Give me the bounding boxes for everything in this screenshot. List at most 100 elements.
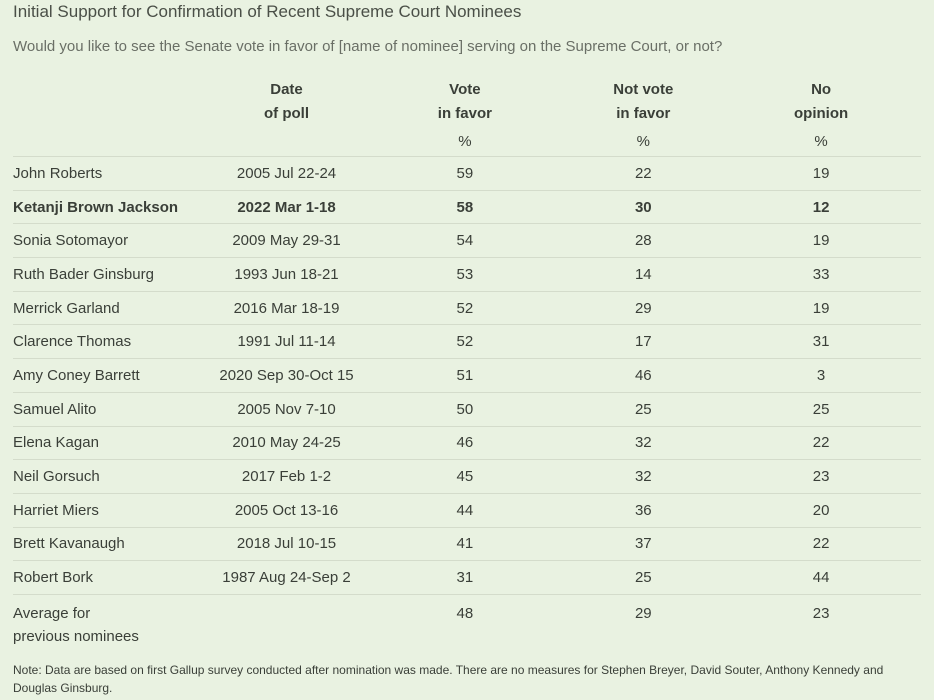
poll-date: 2010 May 24-25 <box>208 425 365 460</box>
header-vote-line1: Vote <box>449 81 481 98</box>
poll-date: 1991 Jul 11-14 <box>208 324 365 359</box>
nominee-name: Amy Coney Barrett <box>13 358 209 393</box>
pct-not: % <box>636 132 650 150</box>
footnote: Note: Data are based on first Gallup sur… <box>13 663 884 695</box>
table-row-highlighted: Ketanji Brown Jackson 2022 Mar 1-18 58 3… <box>13 189 921 224</box>
header-name <box>13 72 209 126</box>
nominee-name: John Roberts <box>13 156 209 191</box>
no-opinion: 19 <box>721 156 921 191</box>
pct-blank-name <box>13 126 209 157</box>
average-vote-in-favor: 48 <box>364 593 566 650</box>
no-opinion: 20 <box>721 492 921 528</box>
table-row: Ruth Bader Ginsburg 1993 Jun 18-21 53 14… <box>13 257 921 292</box>
nominee-support-table: Date of poll Vote in favor Not vote in f… <box>13 72 921 650</box>
header-not-line2: in favor <box>616 105 671 122</box>
not-vote-in-favor: 28 <box>565 223 722 258</box>
nominee-name: Brett Kavanaugh <box>13 526 209 561</box>
no-opinion: 3 <box>721 358 921 393</box>
no-opinion: 12 <box>721 189 921 224</box>
table-row: Amy Coney Barrett 2020 Sep 30-Oct 15 51 … <box>13 358 921 393</box>
not-vote-in-favor: 29 <box>565 290 722 325</box>
poll-date: 2005 Oct 13-16 <box>208 492 365 528</box>
table-row: Neil Gorsuch 2017 Feb 1-2 45 32 23 <box>13 459 921 494</box>
not-vote-in-favor: 32 <box>565 459 722 494</box>
no-opinion: 31 <box>721 324 921 359</box>
poll-date: 2009 May 29-31 <box>208 223 365 258</box>
no-opinion: 33 <box>721 257 921 292</box>
poll-date: 2018 Jul 10-15 <box>208 526 365 561</box>
percent-row: % % % <box>13 126 921 157</box>
nominee-name: Clarence Thomas <box>13 324 209 359</box>
not-vote-in-favor: 37 <box>565 526 722 561</box>
average-no-opinion: 23 <box>721 593 921 650</box>
poll-date: 2022 Mar 1-18 <box>208 189 365 224</box>
not-vote-in-favor: 25 <box>565 391 722 426</box>
vote-in-favor: 45 <box>364 459 566 494</box>
table-title: Initial Support for Confirmation of Rece… <box>13 2 522 21</box>
vote-in-favor: 51 <box>364 358 566 393</box>
not-vote-in-favor: 36 <box>565 492 722 528</box>
table-row: Clarence Thomas 1991 Jul 11-14 52 17 31 <box>13 324 921 359</box>
no-opinion: 25 <box>721 391 921 426</box>
pct-vote: % <box>458 132 472 150</box>
table-row: Merrick Garland 2016 Mar 18-19 52 29 19 <box>13 290 921 325</box>
vote-in-favor: 58 <box>364 189 566 224</box>
table-row: Samuel Alito 2005 Nov 7-10 50 25 25 <box>13 391 921 426</box>
not-vote-in-favor: 17 <box>565 324 722 359</box>
header-vote-line2: in favor <box>437 105 492 122</box>
nominee-name: Merrick Garland <box>13 290 209 325</box>
table-row: John Roberts 2005 Jul 22-24 59 22 19 <box>13 156 921 191</box>
no-opinion: 19 <box>721 290 921 325</box>
not-vote-in-favor: 25 <box>565 560 722 595</box>
vote-in-favor: 52 <box>364 324 566 359</box>
average-not-vote-in-favor: 29 <box>565 593 722 650</box>
poll-date: 2005 Nov 7-10 <box>208 391 365 426</box>
vote-in-favor: 31 <box>364 560 566 595</box>
not-vote-in-favor: 14 <box>565 257 722 292</box>
no-opinion: 22 <box>721 425 921 460</box>
no-opinion: 19 <box>721 223 921 258</box>
average-date-blank <box>208 593 365 650</box>
average-label: Average for previous nominees <box>13 593 209 650</box>
nominee-name: Harriet Miers <box>13 492 209 528</box>
poll-date: 2017 Feb 1-2 <box>208 459 365 494</box>
nominee-name: Neil Gorsuch <box>13 459 209 494</box>
vote-in-favor: 59 <box>364 156 566 191</box>
header-date-line1: Date <box>270 81 303 98</box>
nominee-name: Elena Kagan <box>13 425 209 460</box>
vote-in-favor: 53 <box>364 257 566 292</box>
poll-date: 1993 Jun 18-21 <box>208 257 365 292</box>
header-vote: Vote in favor <box>364 72 565 126</box>
vote-in-favor: 54 <box>364 223 566 258</box>
nominee-name: Sonia Sotomayor <box>13 223 209 258</box>
vote-in-favor: 41 <box>364 526 566 561</box>
average-row: Average for previous nominees 48 29 23 <box>13 593 921 650</box>
header-no-opinion: No opinion <box>721 72 921 126</box>
header-no-line2: opinion <box>794 105 849 122</box>
nominee-name: Robert Bork <box>13 560 209 595</box>
no-opinion: 22 <box>721 526 921 561</box>
nominee-name: Samuel Alito <box>13 391 209 426</box>
no-opinion: 23 <box>721 459 921 494</box>
poll-date: 2016 Mar 18-19 <box>208 290 365 325</box>
nominee-name: Ketanji Brown Jackson <box>13 189 209 224</box>
table-row: Sonia Sotomayor 2009 May 29-31 54 28 19 <box>13 223 921 258</box>
vote-in-favor: 50 <box>364 391 566 426</box>
header-not-vote: Not vote in favor <box>565 72 721 126</box>
poll-date: 1987 Aug 24-Sep 2 <box>208 560 365 595</box>
average-label-line1: Average for <box>13 604 91 622</box>
header-date: Date of poll <box>209 72 365 126</box>
table-row: Harriet Miers 2005 Oct 13-16 44 36 20 <box>13 492 921 528</box>
no-opinion: 44 <box>721 560 921 595</box>
poll-date: 2005 Jul 22-24 <box>208 156 365 191</box>
header-row: Date of poll Vote in favor Not vote in f… <box>13 72 921 126</box>
not-vote-in-favor: 32 <box>565 425 722 460</box>
header-date-line2: of poll <box>264 105 310 122</box>
poll-date: 2020 Sep 30-Oct 15 <box>208 358 365 393</box>
vote-in-favor: 46 <box>364 425 566 460</box>
vote-in-favor: 44 <box>364 492 566 528</box>
table-row: Elena Kagan 2010 May 24-25 46 32 22 <box>13 425 921 460</box>
header-no-line1: No <box>811 81 832 98</box>
average-label-line2: previous nominees <box>13 627 139 645</box>
